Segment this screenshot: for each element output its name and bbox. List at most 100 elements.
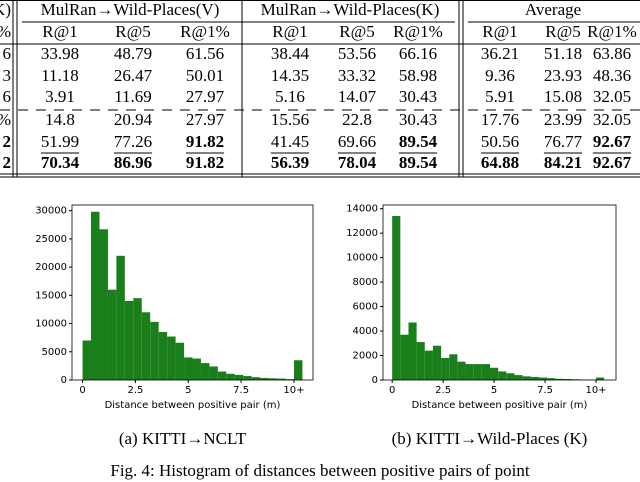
table-cell: 3 — [3, 66, 12, 85]
y-tick-label: 20000 — [35, 262, 67, 273]
bar — [91, 211, 100, 380]
bar — [184, 357, 193, 380]
x-tick-label: 7.5 — [233, 385, 249, 396]
bar — [209, 366, 218, 380]
group-header: MulRan→Wild-Places(K) — [261, 0, 440, 19]
table-cell: 32.05 — [593, 110, 631, 129]
bar — [150, 321, 159, 380]
table-cell: 15.08 — [544, 87, 582, 106]
column-header: R@1% — [587, 22, 637, 41]
table-cell: 27.97 — [186, 110, 225, 129]
bar — [192, 358, 201, 380]
bar — [141, 312, 151, 380]
bar — [514, 375, 523, 380]
table-cell: 41.45 — [271, 132, 309, 151]
table-cell: 84.21 — [544, 153, 582, 172]
table-cell: 32.05 — [593, 87, 631, 106]
bar — [167, 336, 176, 380]
column-header: R@1 — [42, 22, 78, 41]
table-cell: 11.69 — [114, 87, 152, 106]
y-tick-label: 10000 — [35, 319, 67, 330]
x-tick-label: 7.5 — [537, 385, 553, 396]
bar — [400, 334, 409, 380]
table-cell: 36.21 — [481, 44, 519, 63]
bar — [522, 376, 531, 380]
table-cell: 2 — [3, 153, 12, 172]
table-cell: 61.56 — [186, 44, 224, 63]
bar — [158, 332, 168, 380]
table-cell: 6 — [3, 87, 12, 106]
bar — [99, 229, 108, 380]
subfigure-caption: (a) KITTI→NCLT — [119, 429, 247, 448]
table-cell: 91.82 — [186, 132, 224, 151]
bar — [465, 364, 474, 380]
table-cell: 5.16 — [275, 87, 305, 106]
table-cell: 5.91 — [485, 87, 515, 106]
x-axis-label: Distance between positive pair (m) — [412, 400, 588, 411]
y-tick-label: 5000 — [42, 347, 67, 358]
table-cell: 66.16 — [399, 44, 437, 63]
table-cell: 50.01 — [186, 66, 224, 85]
table-cell: 15.56 — [271, 110, 309, 129]
table-cell: 17.76 — [481, 110, 519, 129]
column-header: R@1 — [482, 22, 518, 41]
table-cell: 33.98 — [41, 44, 79, 63]
y-tick-label: 8000 — [353, 277, 378, 288]
x-tick-label: 0 — [79, 385, 85, 396]
bar — [498, 371, 507, 380]
table-cell: 3.91 — [45, 87, 75, 106]
x-tick-label: 10+ — [283, 385, 304, 396]
bar — [277, 378, 286, 380]
y-tick-label: 10000 — [346, 253, 378, 264]
bar — [473, 364, 482, 380]
table-cell: 69.66 — [338, 132, 376, 151]
column-header: R@1% — [393, 22, 443, 41]
table-cell: 48.36 — [593, 66, 631, 85]
bar — [547, 378, 556, 380]
column-header: R@5 — [115, 22, 151, 41]
table-cell: 51.99 — [41, 132, 79, 151]
plot-frame — [382, 204, 617, 381]
bar — [392, 216, 401, 380]
bar — [268, 378, 278, 380]
table-cell: 78.04 — [338, 153, 377, 172]
table-cell: 23.99 — [544, 110, 582, 129]
bar — [408, 322, 417, 380]
bar — [432, 345, 442, 380]
table-cell: % — [0, 110, 11, 129]
column-header: R@5 — [339, 22, 375, 41]
bar — [555, 378, 564, 380]
table-cell: 56.39 — [271, 153, 309, 172]
table-cell: 27.97 — [186, 87, 225, 106]
table-cell: 2 — [3, 132, 12, 151]
bar — [441, 357, 450, 380]
x-tick-label: 5 — [185, 385, 191, 396]
table-cell: 89.54 — [399, 132, 438, 151]
bar — [596, 377, 605, 380]
bar — [107, 289, 117, 380]
bar — [260, 378, 269, 380]
table-cell: 92.67 — [593, 132, 632, 151]
x-tick-label: 5 — [491, 385, 497, 396]
bar — [293, 360, 303, 380]
table-cell: 50.56 — [481, 132, 519, 151]
bar — [506, 373, 515, 380]
bar — [449, 354, 458, 380]
bar — [200, 363, 210, 380]
bar — [457, 361, 466, 380]
bar — [563, 379, 572, 380]
y-tick-label: 12000 — [346, 228, 378, 239]
y-tick-label: 6000 — [353, 302, 378, 313]
x-tick-label: 10+ — [585, 385, 606, 396]
table-cell: 30.43 — [399, 110, 437, 129]
bar — [217, 371, 227, 380]
bar — [116, 255, 125, 380]
table-cell: 14.07 — [338, 87, 377, 106]
table-cell: 6 — [3, 44, 12, 63]
table-cell: 77.26 — [114, 132, 152, 151]
group-header: Average — [525, 0, 581, 19]
table-cell: 23.93 — [544, 66, 582, 85]
table-cell: 64.88 — [481, 153, 519, 172]
table-cell: 11.18 — [41, 66, 79, 85]
